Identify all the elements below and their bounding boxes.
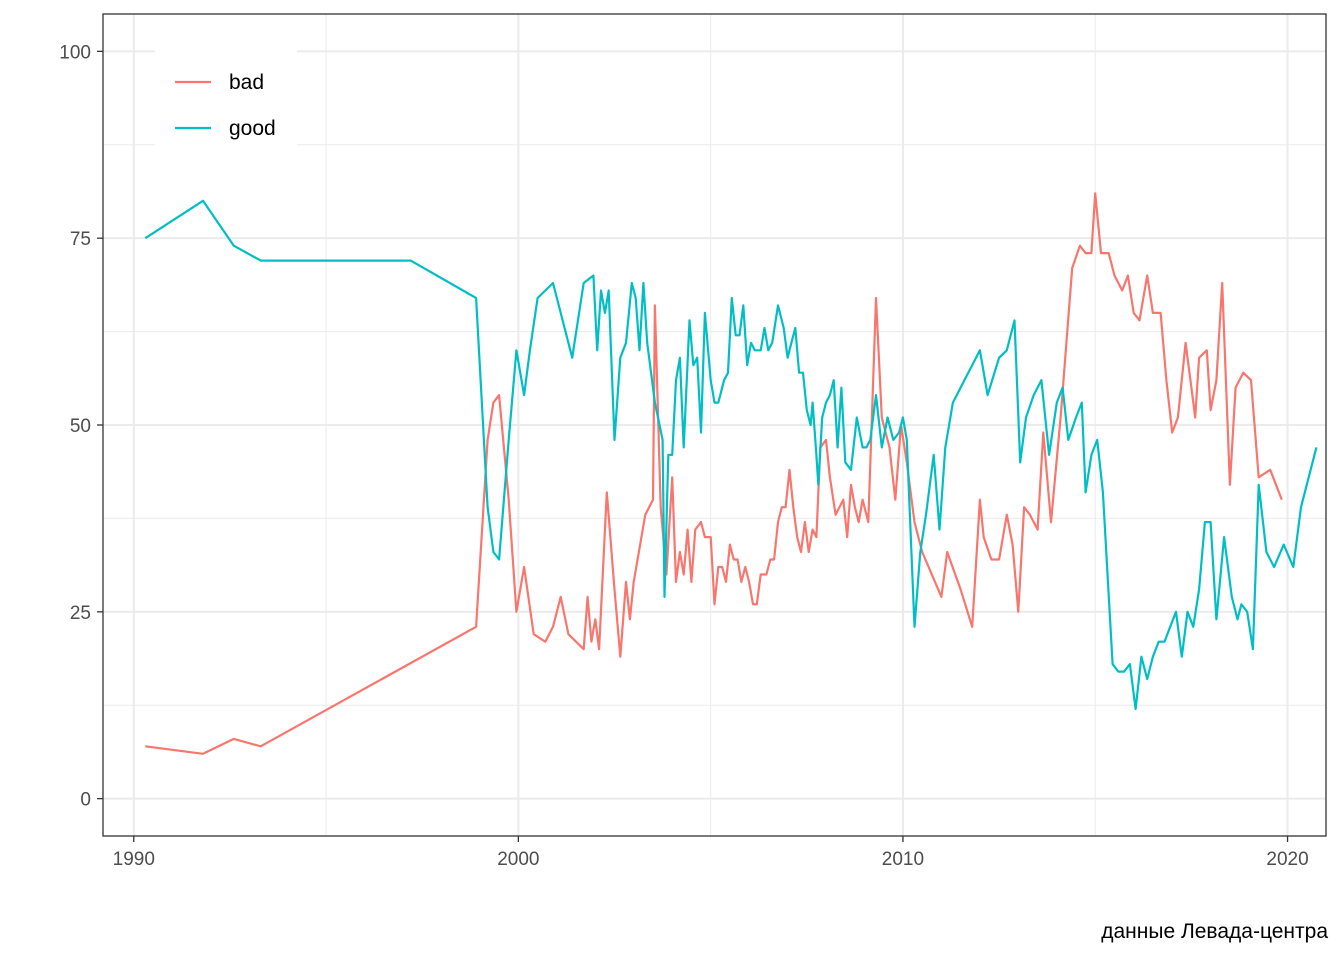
series-line-good bbox=[144, 199, 1318, 711]
y-tick-label: 100 bbox=[59, 42, 91, 63]
x-tick-label: 1990 bbox=[113, 849, 155, 870]
legend-background bbox=[155, 48, 297, 148]
y-tick-label: 0 bbox=[80, 790, 91, 811]
y-axis: 0 25 50 75 100 bbox=[59, 42, 103, 811]
legend: bad good bbox=[155, 48, 297, 148]
series-layer bbox=[144, 192, 1318, 755]
x-axis: 1990 2000 2010 2020 bbox=[113, 836, 1309, 870]
legend-label-bad: bad bbox=[229, 71, 264, 94]
y-tick-label: 50 bbox=[70, 416, 91, 437]
x-tick-label: 2020 bbox=[1266, 849, 1308, 870]
legend-label-good: good bbox=[229, 117, 276, 140]
chart-caption: данные Левада-центра bbox=[1101, 920, 1328, 943]
y-tick-label: 75 bbox=[70, 229, 91, 250]
grid-major bbox=[103, 14, 1326, 836]
y-tick-label: 25 bbox=[70, 603, 91, 624]
x-tick-label: 2010 bbox=[882, 849, 924, 870]
x-tick-label: 2000 bbox=[497, 849, 539, 870]
